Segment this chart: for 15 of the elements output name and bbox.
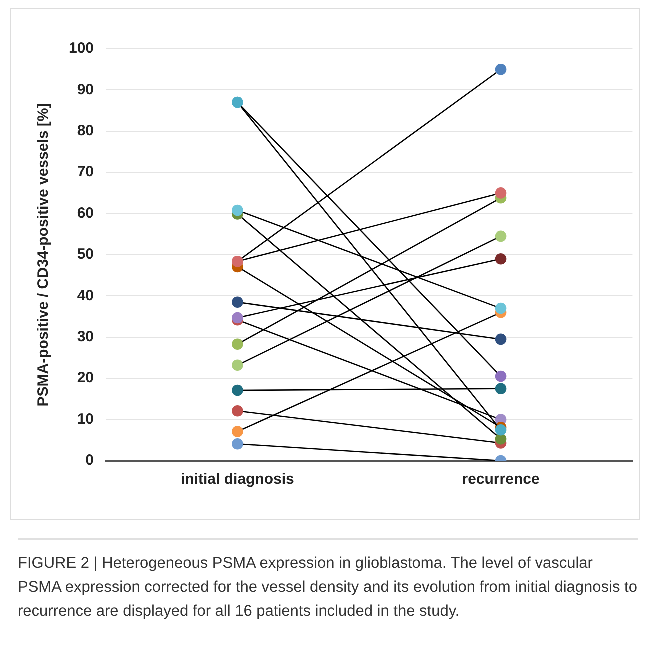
y-tick-label: 80 <box>77 122 94 140</box>
y-tick-label: 30 <box>77 328 94 346</box>
y-tick-label: 60 <box>77 204 94 222</box>
caption: FIGURE 2 | Heterogeneous PSMA expression in glioblastoma. The level of vascular PSMA expression corrected for the vessel density and its evolution from initial diagnosis to recurrence are displayed for all 16 patients included in the study. <box>18 554 638 622</box>
y-tick-label: 0 <box>86 452 94 470</box>
y-axis-title: PSMA-positive / CD34-positive vessels [%] <box>35 103 52 407</box>
x-tick-label: recurrence <box>462 471 540 488</box>
y-tick-label: 90 <box>77 81 94 98</box>
y-tick-label: 70 <box>77 164 94 181</box>
y-tick-label: 50 <box>77 246 94 264</box>
x-tick-label: initial diagnosis <box>181 471 294 488</box>
y-tick-label: 10 <box>77 410 94 428</box>
y-tick-label: 20 <box>77 370 94 387</box>
y-tick-label: 40 <box>77 287 94 304</box>
y-tick-label: 100 <box>68 40 94 58</box>
